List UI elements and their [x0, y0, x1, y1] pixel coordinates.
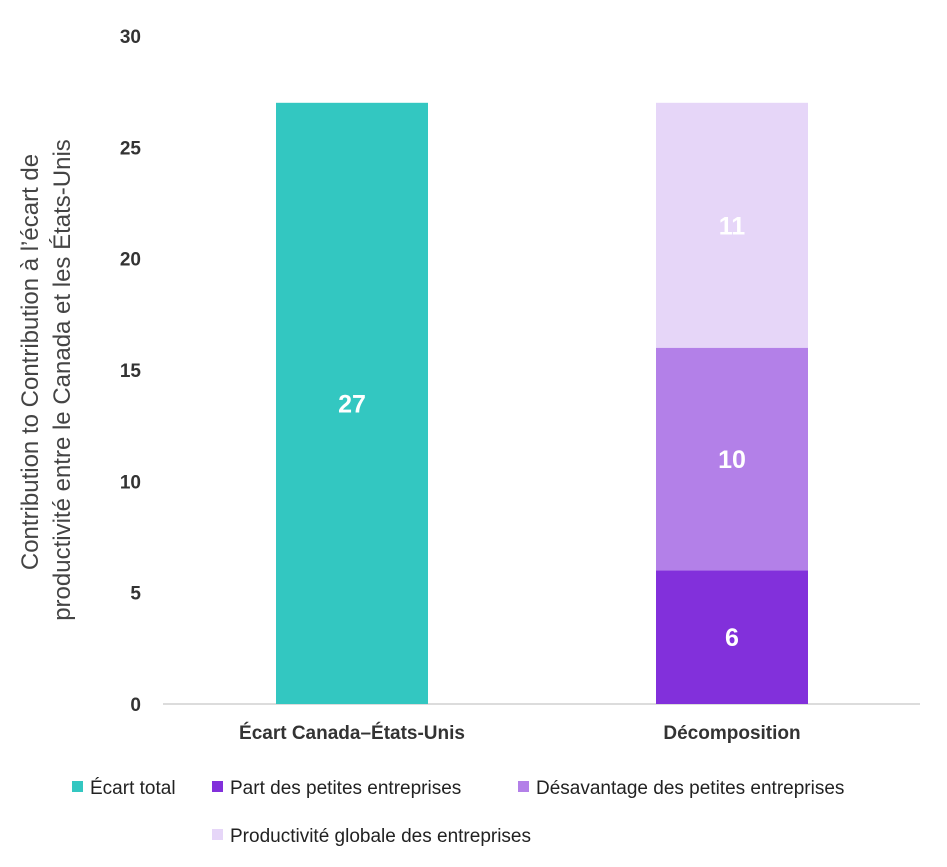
legend-entry: Écart total: [90, 778, 176, 799]
y-axis-label: Contribution to Contribution à l’écart d…: [17, 139, 76, 621]
legend: Écart total Part des petites entreprises D…: [72, 778, 844, 847]
legend-swatch: [72, 781, 83, 792]
y-tick-label: 30: [120, 27, 141, 48]
x-category-label: Écart Canada–États-Unis: [239, 722, 465, 744]
bar-segment-3-1: [656, 102, 808, 348]
legend-swatch: [212, 829, 223, 840]
data-labels: 27 6 10 11: [338, 212, 746, 652]
x-category-label: Décomposition: [663, 723, 800, 744]
x-axis-categories: Écart Canada–États-Unis Décomposition: [239, 722, 801, 744]
data-label: 27: [338, 390, 366, 418]
data-label: 11: [719, 212, 746, 240]
legend-swatch: [518, 781, 529, 792]
y-tick-label: 0: [130, 695, 141, 716]
data-label: 10: [718, 446, 746, 474]
legend-entry: Productivité globale des entreprises: [230, 826, 531, 847]
y-tick-label: 25: [120, 138, 142, 159]
bar-series: [276, 102, 808, 705]
y-tick-label: 10: [120, 472, 141, 493]
legend-swatch: [212, 781, 223, 792]
data-label: 6: [725, 624, 739, 652]
bar-segment-1-1: [656, 570, 808, 704]
bar-segment-2-1: [656, 347, 808, 571]
y-tick-label: 20: [120, 250, 141, 271]
y-axis-label-line-1: Contribution to Contribution à l’écart d…: [17, 154, 44, 570]
y-tick-label: 5: [130, 584, 141, 605]
y-axis-ticks: 0 5 10 15 20 25 30: [120, 27, 142, 716]
bar-segment-0-0: [276, 102, 428, 705]
y-axis-label-line-2: productivité entre le Canada et les État…: [49, 139, 76, 621]
legend-entry: Désavantage des petites entreprises: [536, 778, 844, 799]
y-tick-label: 15: [120, 361, 142, 382]
legend-entry: Part des petites entreprises: [230, 778, 461, 799]
